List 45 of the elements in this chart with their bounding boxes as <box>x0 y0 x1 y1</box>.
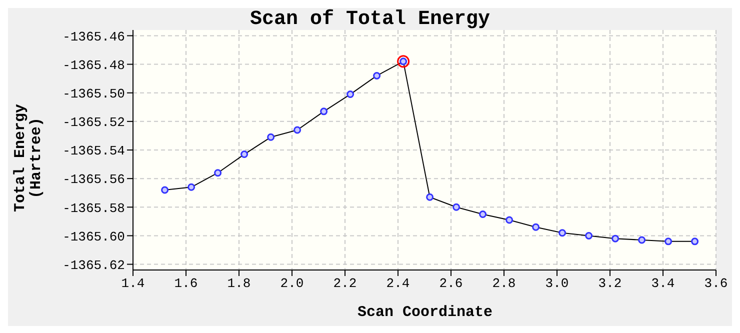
x-tick-label: 3.2 <box>598 276 622 292</box>
x-tick-label: 1.6 <box>174 276 198 292</box>
chart-title: Scan of Total Energy <box>248 8 492 31</box>
x-tick-label: 3.6 <box>704 276 728 292</box>
point <box>612 234 620 242</box>
point <box>664 238 672 246</box>
point <box>294 126 302 134</box>
point <box>585 232 593 240</box>
point <box>267 133 275 141</box>
y-tick-label: -1365.48 <box>62 58 125 73</box>
x-tick-label: 3.0 <box>545 276 569 292</box>
point <box>638 236 646 244</box>
point <box>479 210 487 218</box>
x-tick-label: 2.2 <box>333 276 357 292</box>
x-tick-label: 1.8 <box>227 276 251 292</box>
y-tick-label: -1365.46 <box>62 29 125 44</box>
point <box>373 72 381 80</box>
point <box>320 108 328 116</box>
point <box>214 169 222 177</box>
point <box>691 238 699 246</box>
point <box>558 229 566 237</box>
point <box>426 193 434 201</box>
point <box>452 203 460 211</box>
x-axis-title: Scan Coordinate <box>356 304 494 321</box>
point <box>161 186 169 194</box>
y-tick-label: -1365.58 <box>62 200 125 216</box>
y-tick-label: -1365.52 <box>62 115 125 130</box>
point <box>532 223 540 231</box>
y-tick-label: -1365.60 <box>62 229 125 244</box>
y-tick-label: -1365.62 <box>62 258 125 273</box>
y-tick-label: -1365.50 <box>62 86 125 102</box>
x-tick-label: 2.4 <box>386 276 410 292</box>
x-tick-label: 1.4 <box>121 276 145 292</box>
x-tick-label: 2.0 <box>280 276 304 292</box>
y-tick-label: -1365.54 <box>62 144 126 159</box>
y-axis-title: Total Energy (Hartree) <box>12 104 45 212</box>
point <box>240 150 248 158</box>
x-tick-label: 3.4 <box>651 276 675 292</box>
x-tick-label: 2.8 <box>492 276 516 292</box>
point <box>346 90 354 98</box>
x-tick-label: 2.6 <box>439 276 463 292</box>
point <box>397 55 410 68</box>
point <box>506 216 514 224</box>
y-tick-label: -1365.56 <box>62 172 125 188</box>
point <box>188 183 196 191</box>
